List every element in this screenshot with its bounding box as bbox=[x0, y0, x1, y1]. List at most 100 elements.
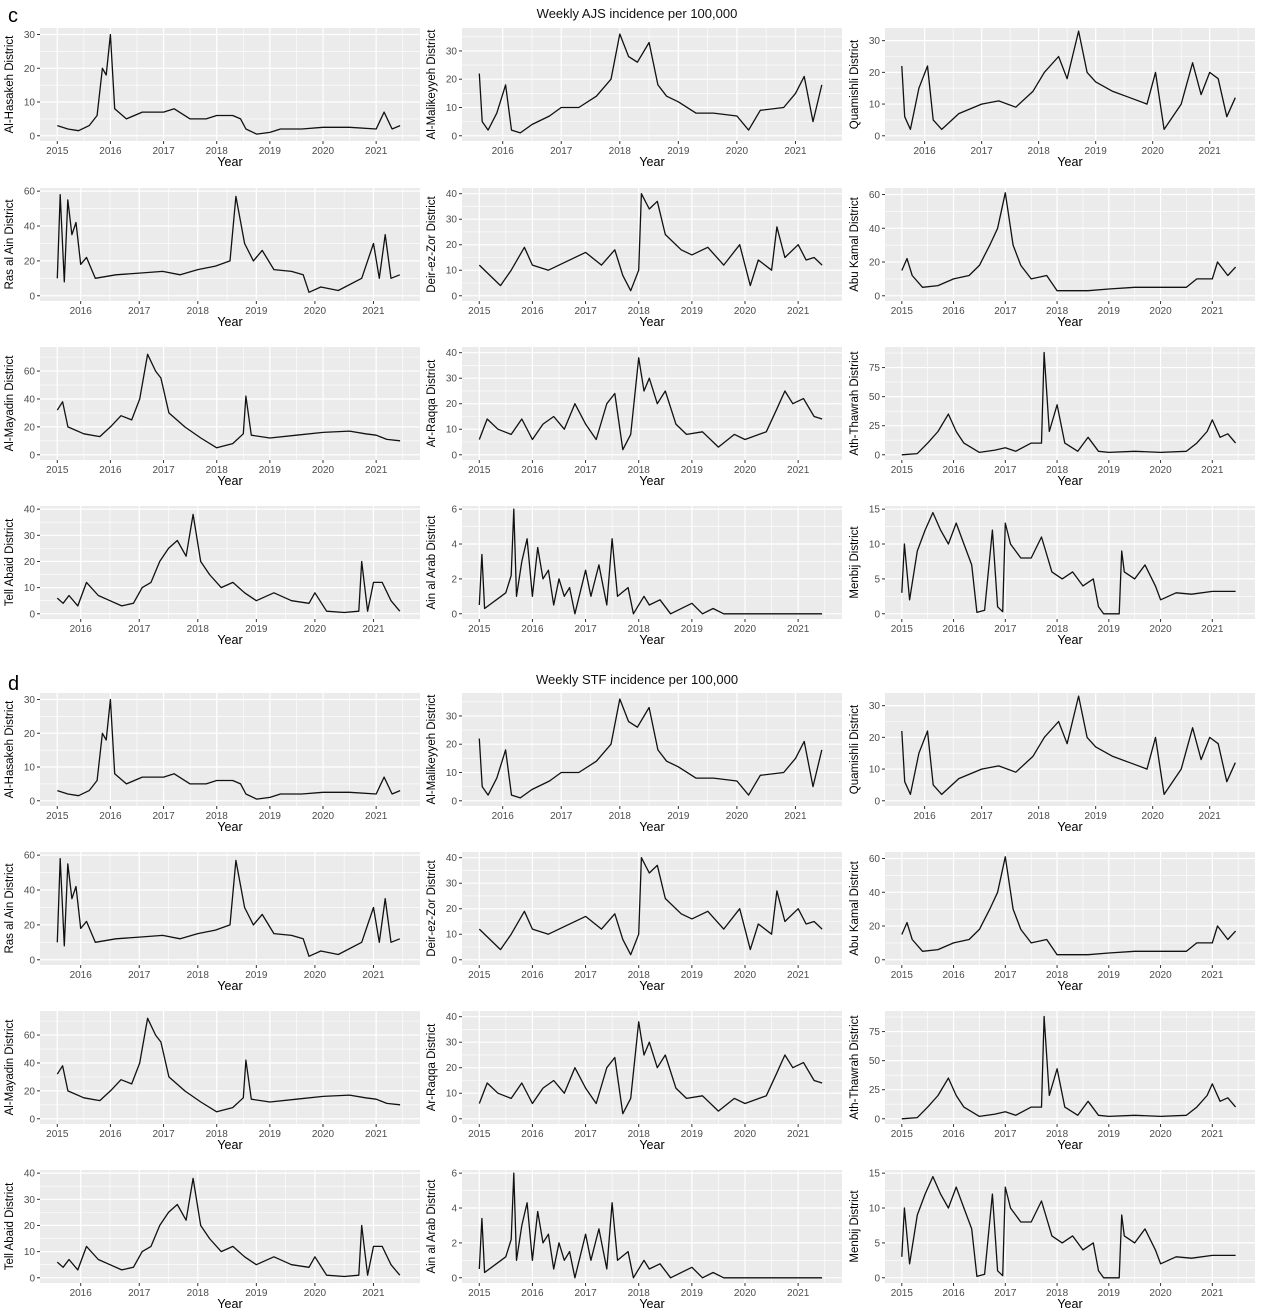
x-tick-label: 2020 bbox=[304, 624, 327, 635]
x-tick-label: 2016 bbox=[521, 970, 544, 981]
y-tick-label: 20 bbox=[869, 258, 881, 269]
x-tick-label: 2017 bbox=[152, 146, 175, 157]
plot-background bbox=[40, 506, 420, 619]
y-tick-label: 20 bbox=[446, 904, 458, 915]
x-tick-label: 2015 bbox=[468, 306, 491, 317]
series-line bbox=[56, 353, 401, 449]
y-tick-label: 30 bbox=[24, 1195, 36, 1206]
x-tick-label: 2016 bbox=[99, 1129, 122, 1140]
x-tick-label: 2019 bbox=[259, 1129, 282, 1140]
y-tick-label: 20 bbox=[869, 733, 881, 744]
x-tick-label: 2021 bbox=[787, 624, 810, 635]
x-tick-label: 2016 bbox=[521, 1129, 544, 1140]
x-tick-label: 2016 bbox=[942, 1288, 965, 1299]
x-tick-label: 2020 bbox=[1149, 1288, 1172, 1299]
x-tick-label: 2019 bbox=[259, 811, 282, 822]
x-tick-label: 2016 bbox=[942, 970, 965, 981]
x-tick-label: 2017 bbox=[550, 811, 573, 822]
x-tick-label: 2020 bbox=[312, 146, 335, 157]
y-axis-label: Ain al Arab District bbox=[426, 1179, 438, 1274]
x-tick-label: 2020 bbox=[734, 465, 757, 476]
chart-c-4: 2015 2016 2017 2018 2019 2020 2021 0 10 20 30 40 Yea… bbox=[426, 188, 842, 329]
x-tick-label: 2018 bbox=[1046, 306, 1069, 317]
x-tick-label: 2021 bbox=[787, 306, 810, 317]
x-tick-label: 2018 bbox=[187, 1288, 210, 1299]
series-line bbox=[478, 1172, 823, 1279]
x-tick-label: 2017 bbox=[971, 811, 994, 822]
y-tick-label: 0 bbox=[29, 450, 35, 461]
chart-d-9: 2016 2017 2018 2019 2020 2021 0 10 20 30 40 Year Tel… bbox=[4, 1169, 420, 1311]
chart-d-0: 2015 2016 2017 2018 2019 2020 2021 0 10 20 30 Year A… bbox=[4, 693, 420, 834]
x-tick-label: 2021 bbox=[362, 1288, 385, 1299]
series-line bbox=[901, 856, 1237, 956]
plot-background bbox=[885, 347, 1255, 460]
series-line bbox=[901, 30, 1236, 131]
y-axis-label: Al-Malikeyyeh District bbox=[426, 694, 438, 805]
x-tick-label: 2017 bbox=[574, 1288, 597, 1299]
x-tick-label: 2017 bbox=[994, 306, 1017, 317]
x-tick-label: 2016 bbox=[70, 306, 93, 317]
x-tick-label: 2015 bbox=[468, 465, 491, 476]
x-axis-label: Year bbox=[639, 315, 664, 329]
x-tick-label: 2018 bbox=[1046, 1129, 1069, 1140]
y-tick-label: 20 bbox=[869, 68, 881, 79]
x-tick-label: 2019 bbox=[259, 465, 282, 476]
x-tick-label: 2017 bbox=[152, 1129, 175, 1140]
y-tick-label: 20 bbox=[446, 1063, 458, 1074]
chart-c-2: 2016 2017 2018 2019 2020 2021 0 10 20 30 Year Quami… bbox=[849, 28, 1255, 169]
x-axis-label: Year bbox=[217, 820, 242, 834]
x-tick-label: 2021 bbox=[787, 465, 810, 476]
x-tick-label: 2015 bbox=[891, 970, 914, 981]
x-tick-label: 2018 bbox=[1046, 465, 1069, 476]
y-tick-label: 40 bbox=[24, 222, 36, 233]
x-tick-label: 2020 bbox=[304, 1288, 327, 1299]
x-tick-label: 2018 bbox=[628, 624, 651, 635]
x-tick-label: 2019 bbox=[1098, 465, 1121, 476]
chart-c-11: 2015 2016 2017 2018 2019 2020 2021 0 5 10 15 Year Me… bbox=[849, 505, 1255, 647]
x-tick-label: 2017 bbox=[574, 624, 597, 635]
y-axis-label: Quamishli District bbox=[849, 704, 861, 794]
chart-c-10: 2015 2016 2017 2018 2019 2020 2021 0 2 4 6 Year Ain … bbox=[426, 505, 842, 647]
x-tick-label: 2021 bbox=[362, 624, 385, 635]
y-tick-label: 30 bbox=[24, 30, 36, 41]
x-tick-label: 2017 bbox=[994, 970, 1017, 981]
y-axis-label: Al-Mayadin District bbox=[4, 355, 16, 452]
x-tick-label: 2017 bbox=[994, 624, 1017, 635]
y-tick-label: 0 bbox=[29, 291, 35, 302]
y-tick-label: 10 bbox=[24, 98, 36, 109]
x-tick-label: 2019 bbox=[259, 146, 282, 157]
x-tick-label: 2016 bbox=[70, 1288, 93, 1299]
x-tick-label: 2016 bbox=[521, 465, 544, 476]
y-tick-label: 40 bbox=[869, 224, 881, 235]
x-tick-label: 2017 bbox=[128, 1288, 151, 1299]
x-tick-label: 2016 bbox=[942, 465, 965, 476]
y-axis-label: Ras al Ain District bbox=[4, 863, 16, 954]
y-tick-label: 30 bbox=[446, 711, 458, 722]
y-tick-label: 20 bbox=[446, 75, 458, 86]
y-tick-label: 40 bbox=[446, 1012, 458, 1023]
y-tick-label: 10 bbox=[446, 266, 458, 277]
series-line bbox=[478, 1021, 823, 1115]
x-tick-label: 2017 bbox=[128, 970, 151, 981]
y-tick-label: 0 bbox=[451, 291, 457, 302]
x-axis-label: Year bbox=[217, 1138, 242, 1152]
y-tick-label: 20 bbox=[24, 729, 36, 740]
y-tick-label: 0 bbox=[451, 609, 457, 620]
x-tick-label: 2021 bbox=[787, 1129, 810, 1140]
y-axis-label: Ras al Ain District bbox=[4, 199, 16, 290]
y-tick-label: 0 bbox=[29, 609, 35, 620]
plot-background bbox=[462, 506, 842, 619]
chart-d-8: 2015 2016 2017 2018 2019 2020 2021 0 25 50 75 Year A… bbox=[849, 1011, 1255, 1152]
x-tick-label: 2015 bbox=[46, 1129, 69, 1140]
y-tick-label: 40 bbox=[24, 394, 36, 405]
x-tick-label: 2017 bbox=[152, 465, 175, 476]
x-tick-label: 2018 bbox=[628, 970, 651, 981]
plot-background bbox=[40, 852, 420, 965]
x-tick-label: 2016 bbox=[942, 624, 965, 635]
y-tick-label: 20 bbox=[24, 1221, 36, 1232]
plot-background bbox=[885, 1011, 1255, 1124]
y-tick-label: 25 bbox=[869, 1085, 881, 1096]
x-tick-label: 2018 bbox=[628, 306, 651, 317]
x-tick-label: 2020 bbox=[1149, 624, 1172, 635]
x-tick-label: 2016 bbox=[521, 1288, 544, 1299]
